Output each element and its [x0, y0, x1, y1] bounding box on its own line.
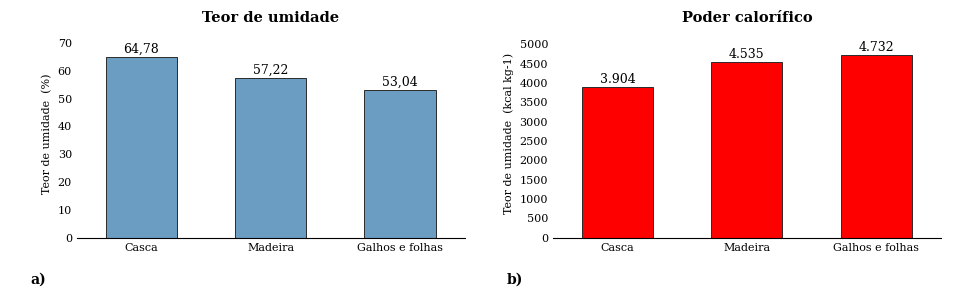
Bar [711, 62, 782, 238]
Bar [582, 87, 653, 238]
Text: 57,22: 57,22 [253, 64, 288, 77]
Title: Poder calorífico: Poder calorífico [682, 11, 812, 25]
Title: Teor de umidade: Teor de umidade [203, 11, 339, 25]
Text: 4.535: 4.535 [729, 48, 765, 61]
Text: 64,78: 64,78 [124, 43, 159, 56]
Text: 53,04: 53,04 [382, 76, 418, 89]
Bar [365, 90, 436, 238]
Bar [841, 55, 912, 238]
Text: a): a) [31, 273, 46, 287]
Text: 4.732: 4.732 [858, 41, 894, 54]
Y-axis label: Teor de umidade  (kcal kg-1): Teor de umidade (kcal kg-1) [503, 53, 514, 214]
Bar [106, 57, 177, 238]
Text: b): b) [507, 273, 523, 287]
Y-axis label: Teor de umidade  (%): Teor de umidade (%) [42, 73, 52, 194]
Text: 3.904: 3.904 [600, 73, 636, 86]
Bar [235, 79, 306, 238]
